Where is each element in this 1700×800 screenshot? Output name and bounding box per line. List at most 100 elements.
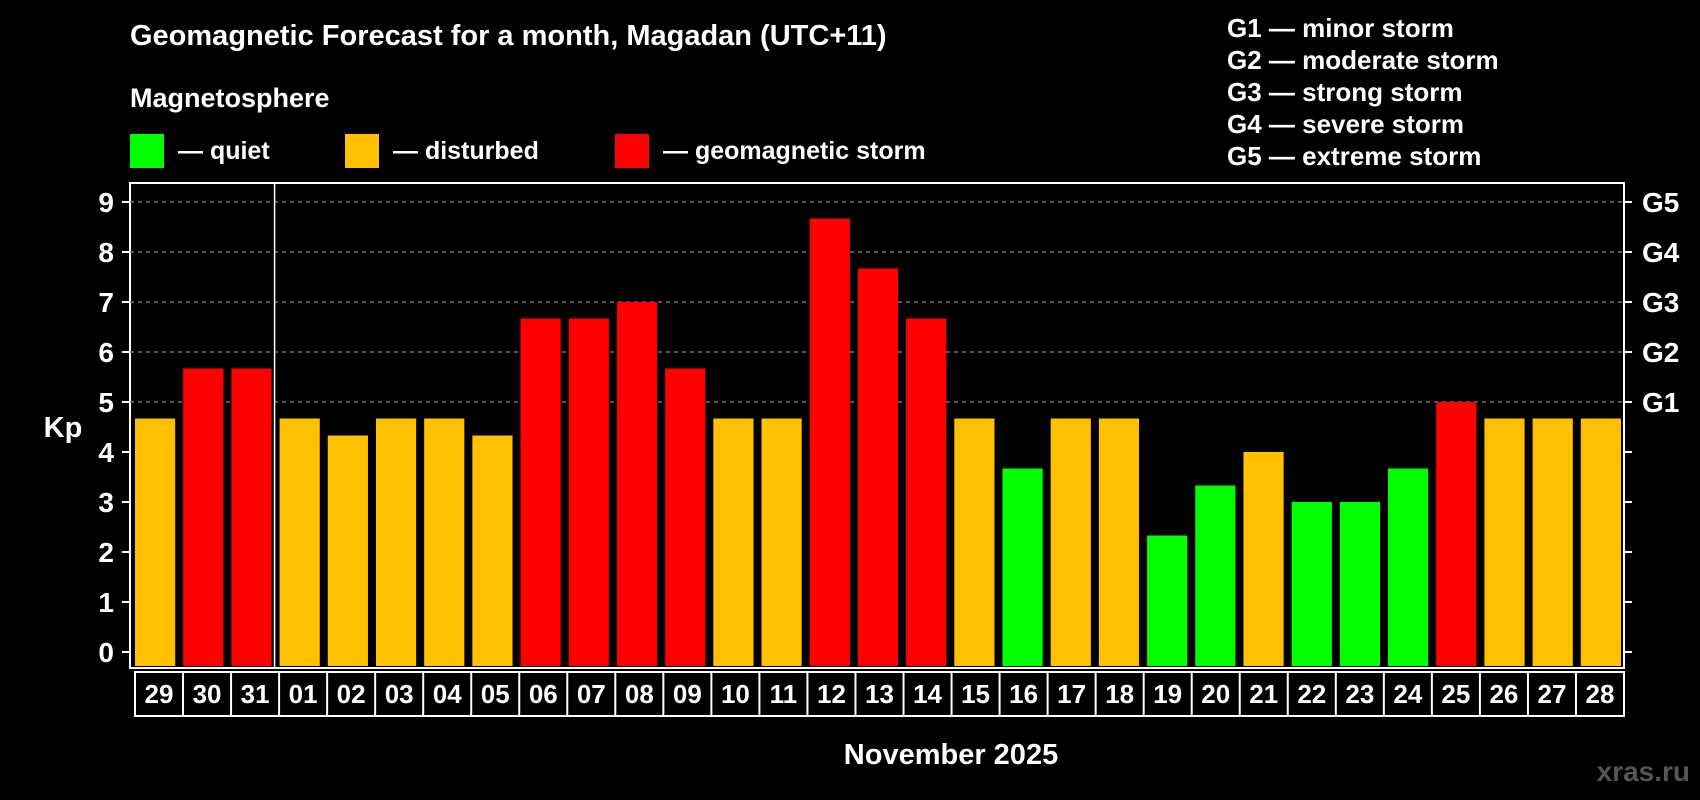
y-tick-label: 7 bbox=[98, 287, 114, 318]
x-axis-label: November 2025 bbox=[844, 739, 1058, 771]
bar-21 bbox=[1243, 452, 1284, 666]
legend-item-quiet: — quiet bbox=[130, 134, 270, 168]
x-tick-label: 19 bbox=[1153, 679, 1182, 709]
bar-29 bbox=[135, 418, 176, 666]
legend-label-storm: — geomagnetic storm bbox=[663, 136, 926, 165]
y-tick-label: 0 bbox=[98, 637, 114, 668]
legend-swatch-quiet bbox=[130, 134, 164, 168]
legend-heading: Magnetosphere bbox=[130, 83, 330, 113]
x-tick-label: 02 bbox=[337, 679, 366, 709]
chart-title: Geomagnetic Forecast for a month, Magada… bbox=[130, 20, 887, 52]
bar-13 bbox=[857, 268, 899, 666]
bar-28 bbox=[1580, 418, 1621, 666]
bar-08 bbox=[616, 302, 658, 666]
bar-20 bbox=[1195, 485, 1236, 666]
x-tick-label: 20 bbox=[1201, 679, 1230, 709]
x-tick-label: 06 bbox=[529, 679, 558, 709]
x-tick-label: 23 bbox=[1345, 679, 1374, 709]
bar-14 bbox=[906, 318, 947, 666]
storm-level-label-g3: G3 bbox=[1642, 287, 1679, 318]
x-tick-label: 16 bbox=[1009, 679, 1038, 709]
x-tick-label: 18 bbox=[1105, 679, 1134, 709]
storm-level-label-g1: G1 bbox=[1642, 387, 1679, 418]
bar-06 bbox=[520, 318, 561, 666]
x-tick-label: 25 bbox=[1441, 679, 1470, 709]
x-tick-label: 17 bbox=[1057, 679, 1086, 709]
x-tick-label: 28 bbox=[1586, 679, 1615, 709]
storm-scale-g5: G5 — extreme storm bbox=[1227, 141, 1482, 171]
x-tick-label: 21 bbox=[1249, 679, 1278, 709]
y-tick-label: 1 bbox=[98, 587, 114, 618]
legend-item-storm: — geomagnetic storm bbox=[615, 134, 926, 168]
y-tick-label: 4 bbox=[98, 437, 114, 468]
x-tick-label: 22 bbox=[1297, 679, 1326, 709]
storm-level-label-g4: G4 bbox=[1642, 237, 1680, 268]
legend-swatch-disturbed bbox=[345, 134, 379, 168]
legend-label-disturbed: — disturbed bbox=[393, 136, 539, 165]
x-tick-label: 11 bbox=[770, 679, 798, 709]
legend-item-disturbed: — disturbed bbox=[345, 134, 539, 168]
bar-15 bbox=[954, 418, 995, 666]
x-tick-label: 30 bbox=[193, 679, 222, 709]
bar-19 bbox=[1147, 535, 1188, 666]
x-tick-label: 26 bbox=[1489, 679, 1518, 709]
x-tick-label: 03 bbox=[385, 679, 414, 709]
x-tick-label: 01 bbox=[289, 679, 318, 709]
x-tick-label: 07 bbox=[577, 679, 606, 709]
x-tick-label: 08 bbox=[625, 679, 654, 709]
bar-31 bbox=[231, 368, 272, 666]
y-tick-label: 6 bbox=[98, 337, 114, 368]
bar-17 bbox=[1050, 418, 1091, 666]
y-axis-label: Kp bbox=[44, 412, 83, 444]
legend-label-quiet: — quiet bbox=[178, 136, 270, 165]
bar-07 bbox=[568, 318, 609, 666]
x-tick-label: 04 bbox=[433, 679, 462, 709]
storm-scale-g3: G3 — strong storm bbox=[1227, 77, 1463, 107]
bar-02 bbox=[327, 435, 368, 666]
x-tick-label: 10 bbox=[721, 679, 750, 709]
x-tick-label: 14 bbox=[913, 679, 942, 709]
bar-22 bbox=[1291, 502, 1332, 666]
y-tick-label: 9 bbox=[98, 187, 114, 218]
x-tick-label: 12 bbox=[817, 679, 846, 709]
bar-25 bbox=[1436, 402, 1477, 666]
bar-12 bbox=[809, 218, 850, 666]
bar-24 bbox=[1388, 468, 1429, 666]
x-tick-label: 27 bbox=[1537, 679, 1566, 709]
x-tick-label: 05 bbox=[481, 679, 510, 709]
storm-scale-g4: G4 — severe storm bbox=[1227, 109, 1465, 139]
legend-swatch-storm bbox=[615, 134, 649, 168]
watermark: xras.ru bbox=[1596, 756, 1690, 787]
x-tick-label: 24 bbox=[1393, 679, 1422, 709]
bar-01 bbox=[279, 418, 320, 666]
x-tick-label: 15 bbox=[961, 679, 990, 709]
bar-26 bbox=[1484, 418, 1525, 666]
storm-level-label-g2: G2 bbox=[1642, 337, 1679, 368]
bar-23 bbox=[1339, 502, 1381, 666]
bar-05 bbox=[472, 435, 513, 666]
bar-09 bbox=[665, 368, 706, 666]
bar-18 bbox=[1098, 418, 1140, 666]
storm-scale-g2: G2 — moderate storm bbox=[1227, 45, 1499, 75]
x-tick-label: 09 bbox=[673, 679, 702, 709]
bar-30 bbox=[183, 368, 224, 666]
x-tick-label: 29 bbox=[145, 679, 174, 709]
storm-scale-legend: G1 — minor storm G2 — moderate storm G3 … bbox=[1227, 12, 1499, 172]
x-tick-label: 31 bbox=[241, 679, 270, 709]
date-row bbox=[134, 671, 1625, 717]
bar-03 bbox=[375, 418, 417, 666]
storm-level-label-g5: G5 bbox=[1642, 187, 1679, 218]
plot-frame bbox=[129, 182, 1625, 669]
bar-10 bbox=[713, 418, 754, 666]
y-tick-label: 8 bbox=[98, 237, 114, 268]
bar-16 bbox=[1002, 468, 1043, 666]
x-tick-label: 13 bbox=[865, 679, 894, 709]
y-tick-label: 2 bbox=[98, 537, 114, 568]
bar-11 bbox=[761, 418, 802, 666]
y-tick-label: 3 bbox=[98, 487, 114, 518]
storm-scale-g1: G1 — minor storm bbox=[1227, 13, 1454, 43]
bar-04 bbox=[424, 418, 465, 666]
bar-27 bbox=[1532, 418, 1573, 666]
y-tick-label: 5 bbox=[98, 387, 114, 418]
